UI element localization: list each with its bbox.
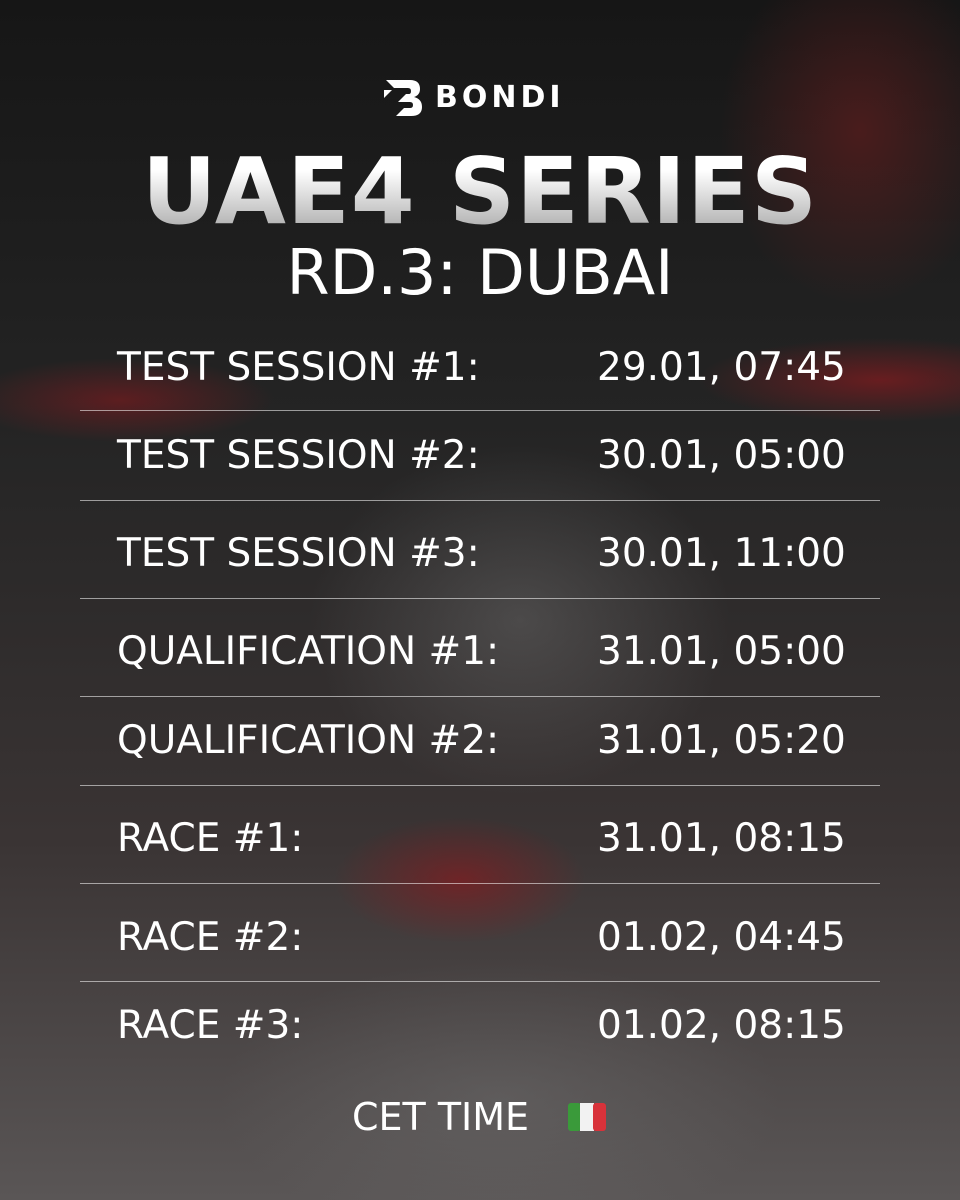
session-name: QUALIFICATION #2: [117, 718, 500, 763]
session-name: TEST SESSION #1: [117, 345, 480, 390]
session-time: 01.02, 04:45 [597, 915, 846, 960]
footer-note: CET TIME [352, 1095, 530, 1139]
session-time: 31.01, 05:20 [597, 718, 846, 763]
session-time: 29.01, 07:45 [597, 345, 846, 390]
row-divider [80, 598, 880, 599]
session-name: RACE #3: [117, 1003, 304, 1048]
row-divider [80, 785, 880, 786]
session-name: TEST SESSION #3: [117, 531, 480, 576]
italy-flag [568, 1103, 606, 1131]
row-divider [80, 981, 880, 982]
session-name: TEST SESSION #2: [117, 433, 480, 478]
row-divider [80, 883, 880, 884]
session-time: 31.01, 05:00 [597, 629, 846, 674]
subtitle: RD.3: DUBAI [286, 236, 674, 309]
row-divider [80, 696, 880, 697]
row-divider [80, 410, 880, 411]
brand-logo [384, 80, 422, 116]
row-divider [80, 500, 880, 501]
session-time: 01.02, 08:15 [597, 1003, 846, 1048]
session-time: 30.01, 11:00 [597, 531, 846, 576]
session-time: 30.01, 05:00 [597, 433, 846, 478]
session-name: RACE #2: [117, 915, 304, 960]
session-time: 31.01, 08:15 [597, 816, 846, 861]
session-name: RACE #1: [117, 816, 304, 861]
session-name: QUALIFICATION #1: [117, 629, 500, 674]
brand-name: BONDI [435, 80, 565, 115]
title: UAE4 SERIES [0, 138, 960, 245]
